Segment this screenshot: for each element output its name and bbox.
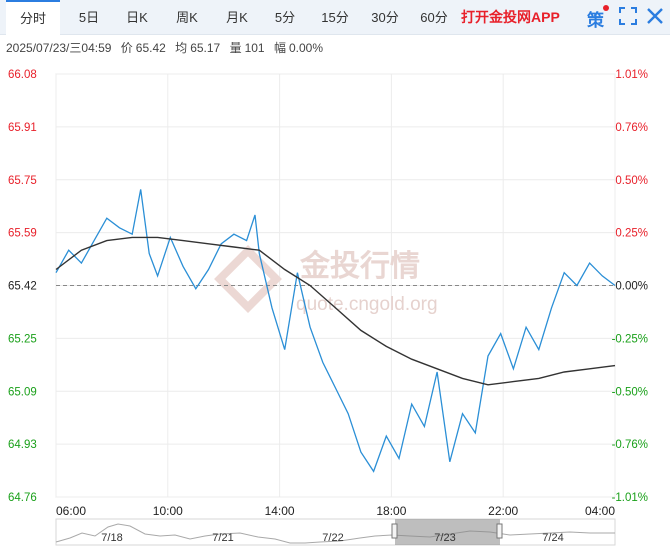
tab-period-1[interactable]: 5日 xyxy=(78,10,100,25)
navigator-selection xyxy=(395,519,500,545)
x-axis: 06:00 10:00 14:00 18:00 22:00 04:00 xyxy=(56,504,615,518)
change-value: 0.00% xyxy=(288,41,323,55)
average-line xyxy=(55,236,616,386)
navigator-left-handle xyxy=(391,523,398,539)
watermark-url: quote.cngold.org xyxy=(296,294,438,315)
x-tick-label: 10:00 xyxy=(153,504,183,518)
watermark-logo-text: 金投行情 xyxy=(299,249,420,283)
watermark: 金投行情 quote.cngold.org xyxy=(214,245,438,315)
open-app-link[interactable]: 打开金投网APP xyxy=(461,9,560,25)
quote-info-line: 2025/07/23/三04:59 价 65.42 均 65.17 量 101 幅 0.… xyxy=(6,39,329,56)
navigator-date-label: 7/22 xyxy=(322,532,343,544)
price-value: 65.42 xyxy=(135,41,166,55)
volume-value: 101 xyxy=(244,41,265,55)
y-tick-label: 65.42 xyxy=(8,281,37,293)
y-percent-label: -0.76% xyxy=(612,439,648,451)
y-tick-label: 65.09 xyxy=(8,386,37,398)
avg-value: 65.17 xyxy=(190,41,221,55)
x-tick-label: 14:00 xyxy=(265,504,295,518)
price-line xyxy=(55,189,616,473)
range-navigator[interactable]: 7/18 7/21 7/22 7/23 7/24 xyxy=(55,518,616,546)
quote-datetime: 2025/07/23/三04:59 xyxy=(6,41,112,55)
y-tick-label: 65.25 xyxy=(8,333,37,345)
period-tab-bar: 分时 5日 日K 周K 月K 5分 15分 30分 60分 xyxy=(0,0,670,35)
y-tick-label: 65.59 xyxy=(8,228,37,240)
intraday-chart[interactable]: 金投行情 quote.cngold.org 66.08 65.91 65.75 65.… xyxy=(0,60,670,546)
x-tick-label: 04:00 xyxy=(585,504,615,518)
y-axis-left: 66.08 65.91 65.75 65.59 65.42 65.25 65.09 64.93… xyxy=(8,69,37,504)
y-percent-label: 1.01% xyxy=(615,69,648,81)
y-percent-label: 0.76% xyxy=(615,122,648,134)
y-percent-label: -0.25% xyxy=(612,333,648,345)
tab-intraday[interactable]: 分时 xyxy=(6,0,60,35)
y-percent-label: 0.50% xyxy=(615,175,648,187)
tab-period-8[interactable]: 60分 xyxy=(420,10,448,25)
price-label: 价 xyxy=(120,41,133,55)
chart-grid xyxy=(55,73,616,498)
tab-period-5[interactable]: 5分 xyxy=(274,10,296,25)
notification-dot xyxy=(603,5,609,11)
close-icon[interactable] xyxy=(645,6,665,26)
x-tick-label: 18:00 xyxy=(376,504,406,518)
navigator-right-handle xyxy=(496,523,503,539)
y-tick-label: 66.08 xyxy=(8,69,37,81)
navigator-date-label: 7/24 xyxy=(542,532,563,544)
y-tick-label: 65.75 xyxy=(8,175,37,187)
y-percent-label: 0.25% xyxy=(615,228,648,240)
y-tick-label: 65.91 xyxy=(8,122,37,134)
tab-period-2[interactable]: 日K xyxy=(126,10,148,25)
navigator-track xyxy=(55,518,616,546)
y-percent-label: 0.00% xyxy=(615,281,648,293)
x-tick-label: 22:00 xyxy=(488,504,518,518)
tab-period-6[interactable]: 15分 xyxy=(321,10,349,25)
avg-label: 均 xyxy=(175,41,188,55)
y-percent-label: -1.01% xyxy=(612,492,648,504)
y-tick-label: 64.93 xyxy=(8,439,37,451)
expand-icon[interactable] xyxy=(619,7,637,25)
change-label: 幅 xyxy=(273,41,286,55)
y-axis-right: 1.01% 0.76% 0.50% 0.25% 0.00% -0.25% -0.50% -0.… xyxy=(612,69,648,504)
strategy-button[interactable]: 策 xyxy=(587,11,604,30)
navigator-date-label: 7/21 xyxy=(212,532,233,544)
volume-label: 量 xyxy=(229,41,242,55)
x-tick-label: 06:00 xyxy=(56,504,86,518)
tab-period-7[interactable]: 30分 xyxy=(371,10,399,25)
y-tick-label: 64.76 xyxy=(8,492,37,504)
tab-period-3[interactable]: 周K xyxy=(176,10,198,25)
navigator-date-label: 7/18 xyxy=(101,532,122,544)
y-percent-label: -0.50% xyxy=(612,386,648,398)
navigator-date-label: 7/23 xyxy=(434,532,455,544)
tab-period-4[interactable]: 月K xyxy=(226,10,248,25)
